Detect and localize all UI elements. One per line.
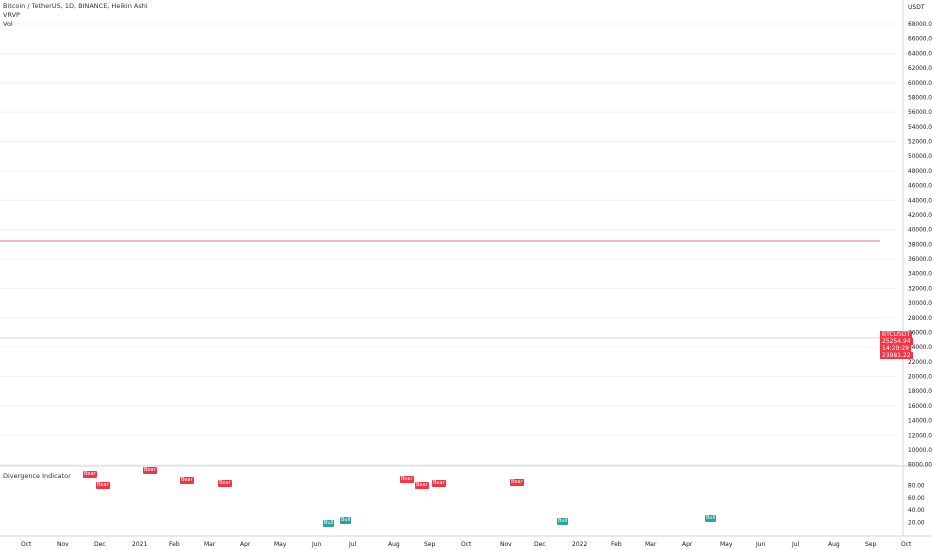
price-tick-label: 54000.00 bbox=[908, 125, 932, 131]
price-tick-label: 32000.00 bbox=[908, 286, 932, 292]
bear-badge: Bear bbox=[510, 479, 524, 486]
bull-badge: Bull bbox=[557, 518, 569, 525]
price-tick-label: 60000.00 bbox=[908, 81, 932, 87]
time-tick-label: Sep bbox=[424, 541, 436, 548]
divergence-legend[interactable]: Divergence Indicator bbox=[3, 472, 71, 480]
time-tick-label: Oct bbox=[21, 541, 32, 548]
time-tick-label: Jun bbox=[755, 541, 766, 548]
time-tick-label: 2021 bbox=[132, 541, 147, 548]
price-tick-label: 18000.00 bbox=[908, 389, 932, 395]
price-tick-label: 10000.00 bbox=[908, 448, 932, 454]
time-tick-label: Nov bbox=[57, 541, 69, 548]
time-tick-label: May bbox=[274, 541, 287, 548]
price-tick-label: 26000.00 bbox=[908, 330, 932, 336]
time-tick-label: Nov bbox=[500, 541, 512, 548]
vrvp-legend[interactable]: VRVP bbox=[3, 11, 20, 19]
time-tick-label: Jun bbox=[311, 541, 322, 548]
indicator-tick-label: 40.00 bbox=[908, 508, 925, 514]
time-tick-label: Aug bbox=[828, 541, 840, 548]
bull-badge: Bull bbox=[323, 520, 335, 527]
price-tick-label: 20000.00 bbox=[908, 375, 932, 381]
time-tick-label: Mar bbox=[645, 541, 657, 548]
price-tick-label: 34000.00 bbox=[908, 272, 932, 278]
price-tick-label: 66000.00 bbox=[908, 37, 932, 43]
bear-badge: Bear bbox=[96, 482, 110, 489]
price-tick-label: 64000.00 bbox=[908, 51, 932, 57]
symbol-legend[interactable]: Bitcoin / TetherUS, 1D, BINANCE, Heikin … bbox=[3, 2, 148, 10]
time-tick-label: Sep bbox=[865, 541, 877, 548]
low-price-tag: 23981.22 bbox=[880, 352, 913, 359]
bull-badge: Bull bbox=[340, 517, 352, 524]
price-tick-label: 40000.00 bbox=[908, 228, 932, 234]
price-tick-label: 22000.00 bbox=[908, 360, 932, 366]
price-tick-label: 30000.00 bbox=[908, 301, 932, 307]
bear-badge: Bear bbox=[415, 482, 429, 489]
time-tick-label: Oct bbox=[901, 541, 912, 548]
price-tick-label: 38000.00 bbox=[908, 242, 932, 248]
indicator-tick-label: 80.00 bbox=[908, 483, 925, 489]
time-tick-label: Feb bbox=[169, 541, 180, 548]
time-tick-label: Feb bbox=[611, 541, 622, 548]
price-tick-label: 16000.00 bbox=[908, 404, 932, 410]
price-tick-label: 14000.00 bbox=[908, 419, 932, 425]
price-tick-label: 56000.00 bbox=[908, 110, 932, 116]
price-tick-label: 68000.00 bbox=[908, 22, 932, 28]
vol-legend[interactable]: Vol bbox=[3, 20, 13, 28]
price-tick-label: 44000.00 bbox=[908, 198, 932, 204]
time-tick-label: Apr bbox=[240, 541, 251, 548]
indicator-tick-label: 60.00 bbox=[908, 496, 925, 502]
time-tick-label: Mar bbox=[204, 541, 216, 548]
time-tick-label: Dec bbox=[94, 541, 106, 548]
time-tick-label: Jul bbox=[791, 541, 800, 548]
price-tick-label: 12000.00 bbox=[908, 433, 932, 439]
symbol-price-tag: BTCUSDT bbox=[880, 331, 913, 338]
bull-badge: Bull bbox=[705, 515, 717, 522]
time-tick-label: Aug bbox=[388, 541, 400, 548]
bear-badge: Bear bbox=[400, 476, 414, 483]
time-tick-label: Dec bbox=[534, 541, 546, 548]
time-tick-label: Oct bbox=[461, 541, 472, 548]
bear-badge: Bear bbox=[218, 480, 232, 487]
price-tick-label: 36000.00 bbox=[908, 257, 932, 263]
price-tick-label: 48000.00 bbox=[908, 169, 932, 175]
price-currency-label: USDT bbox=[908, 4, 925, 11]
bear-badge: Bear bbox=[180, 477, 194, 484]
indicator-tick-label: 20.00 bbox=[908, 521, 925, 527]
price-tick-label: 58000.00 bbox=[908, 95, 932, 101]
price-tick-label: 46000.00 bbox=[908, 184, 932, 190]
bear-badge: Bear bbox=[432, 480, 446, 487]
price-tick-label: 52000.00 bbox=[908, 140, 932, 146]
price-tick-label: 24000.00 bbox=[908, 345, 932, 351]
time-tick-label: 2022 bbox=[572, 541, 587, 548]
price-tick-label: 50000.00 bbox=[908, 154, 932, 160]
price-tick-label: 8000.00 bbox=[908, 463, 932, 469]
price-tick-label: 28000.00 bbox=[908, 316, 932, 322]
price-tick-label: 42000.00 bbox=[908, 213, 932, 219]
countdown-tag: 14:20:29 bbox=[880, 345, 911, 352]
current-price-tag: 25254.94 bbox=[880, 338, 913, 345]
bear-badge: Bear bbox=[143, 467, 157, 474]
bear-badge: Bear bbox=[83, 471, 97, 478]
time-tick-label: May bbox=[720, 541, 733, 548]
price-tick-label: 62000.00 bbox=[908, 66, 932, 72]
time-tick-label: Apr bbox=[682, 541, 693, 548]
time-tick-label: Jul bbox=[348, 541, 357, 548]
